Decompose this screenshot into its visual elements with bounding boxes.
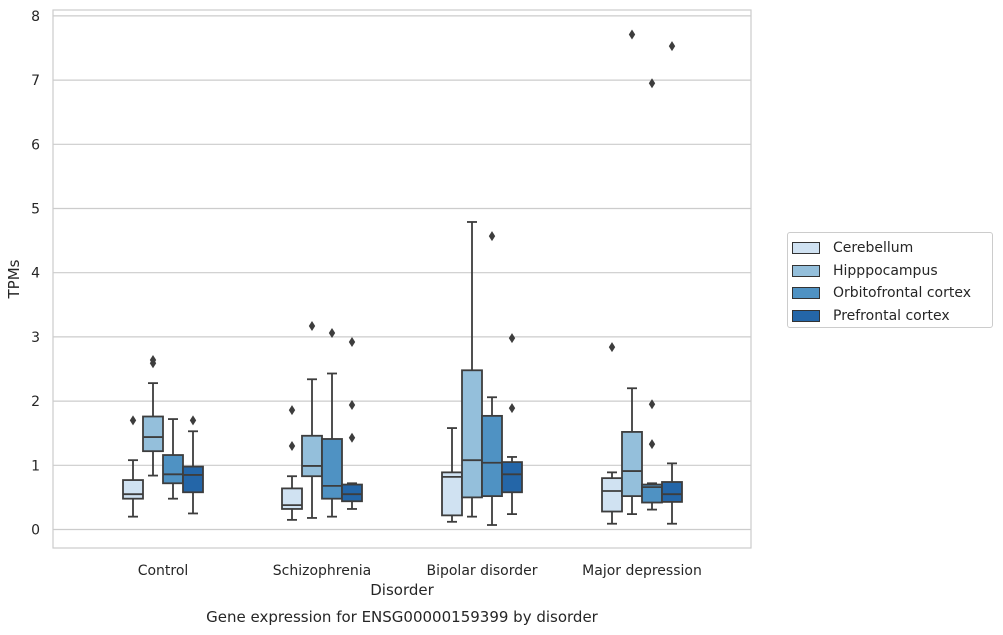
legend-item: Prefrontal cortex [792, 305, 992, 328]
box-body [182, 465, 204, 494]
y-axis-ticks: 0 1 2 3 4 5 6 7 8 [31, 9, 40, 539]
y-tick-label: 7 [31, 73, 40, 89]
legend-swatch [792, 242, 820, 255]
box [321, 328, 343, 518]
y-tick-label: 5 [31, 202, 40, 218]
legend-label: Prefrontal cortex [833, 307, 950, 324]
y-tick-label: 4 [31, 266, 40, 282]
chart-title: Gene expression for ENSG00000159399 by d… [206, 608, 599, 626]
box [481, 231, 503, 526]
legend-swatch [792, 264, 820, 277]
legend: Cerebellum Hipppocampus Orbitofrontal cort… [787, 232, 993, 328]
box [621, 29, 643, 515]
outlier-point [308, 320, 316, 331]
box-body [661, 481, 683, 503]
outlier-point [328, 328, 336, 339]
legend-item: Hipppocampus [792, 260, 992, 283]
x-axis-ticks: Control Schizophrenia Bipolar disorder Majo… [138, 563, 702, 579]
legend-item: Orbitofrontal cortex [792, 282, 992, 305]
y-axis-title: TPMs [5, 259, 23, 299]
legend-swatch [792, 309, 820, 322]
box-body [501, 461, 523, 494]
box-series [122, 29, 683, 526]
x-tick-label: Control [138, 563, 189, 579]
plot-area [52, 9, 752, 549]
box [162, 418, 184, 500]
box-body [321, 438, 343, 500]
box-body [142, 415, 164, 453]
box [341, 337, 363, 510]
box [661, 41, 683, 525]
box [641, 78, 663, 511]
box-body [341, 483, 363, 503]
outlier-point [628, 29, 636, 40]
box [122, 415, 144, 518]
y-tick-label: 0 [31, 523, 40, 539]
outlier-point [508, 333, 516, 344]
y-tick-label: 6 [31, 137, 40, 153]
outlier-point [608, 342, 616, 353]
box-body [441, 471, 463, 517]
box-body [301, 434, 323, 478]
outlier-point [488, 231, 496, 242]
y-tick-label: 3 [31, 330, 40, 346]
legend-label: Hipppocampus [833, 262, 938, 279]
x-tick-label: Bipolar disorder [426, 563, 537, 579]
box-body [621, 431, 643, 498]
y-tick-label: 2 [31, 394, 40, 410]
legend-label: Orbitofrontal cortex [833, 285, 971, 302]
outlier-point [648, 399, 656, 410]
box-body [122, 479, 144, 500]
box [142, 355, 164, 477]
box-body [481, 414, 503, 498]
legend-item: Cerebellum [792, 237, 992, 260]
outlier-point [348, 432, 356, 443]
outlier-point [348, 399, 356, 410]
x-tick-label: Major depression [582, 563, 702, 579]
box [501, 333, 523, 515]
x-axis-title: Disorder [370, 581, 434, 599]
outlier-point [348, 337, 356, 348]
outlier-point [508, 403, 516, 414]
y-tick-label: 8 [31, 9, 40, 25]
outlier-point [149, 355, 157, 366]
box-body [162, 454, 184, 485]
outlier-point [288, 405, 296, 416]
outlier-point [648, 78, 656, 89]
outlier-point [288, 441, 296, 452]
outlier-point [129, 415, 137, 426]
box [281, 405, 303, 521]
legend-label: Cerebellum [833, 240, 914, 257]
outlier-point [189, 415, 197, 426]
box [301, 320, 323, 519]
box-body [461, 369, 483, 499]
box [441, 427, 463, 523]
outlier-point [648, 439, 656, 450]
box-body [281, 487, 303, 510]
box-body [601, 477, 623, 513]
x-tick-label: Schizophrenia [273, 563, 371, 579]
y-tick-label: 1 [31, 458, 40, 474]
outlier-point [668, 41, 676, 52]
legend-swatch [792, 287, 820, 300]
box [182, 415, 204, 515]
